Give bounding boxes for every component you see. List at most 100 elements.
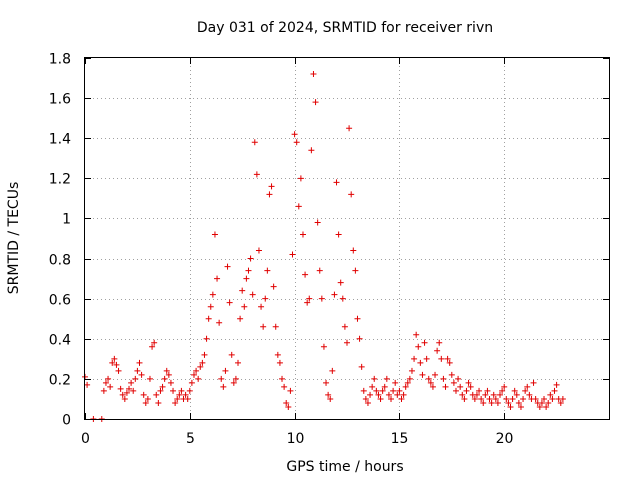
y-tick-label: 1.4 xyxy=(49,132,71,148)
data-point xyxy=(230,379,237,386)
data-point xyxy=(218,375,225,382)
data-point xyxy=(253,171,260,178)
data-point xyxy=(348,191,355,198)
data-point xyxy=(448,371,455,378)
data-point xyxy=(109,359,116,366)
data-point xyxy=(398,395,405,402)
data-point xyxy=(167,379,174,386)
data-point xyxy=(289,251,296,258)
data-point xyxy=(136,359,143,366)
data-point xyxy=(134,367,141,374)
data-point xyxy=(515,399,522,406)
data-point xyxy=(157,387,164,394)
data-point xyxy=(178,387,185,394)
data-point xyxy=(279,375,286,382)
data-point xyxy=(524,383,531,390)
data-point xyxy=(297,175,304,182)
data-point xyxy=(367,391,374,398)
data-point xyxy=(425,375,432,382)
data-point xyxy=(553,381,560,388)
data-point xyxy=(276,359,283,366)
data-point xyxy=(138,371,145,378)
data-point xyxy=(543,403,550,410)
data-point xyxy=(406,375,413,382)
data-point xyxy=(455,375,462,382)
data-point xyxy=(195,375,202,382)
data-point xyxy=(306,295,313,302)
data-point xyxy=(316,267,323,274)
data-point xyxy=(203,335,210,342)
data-point xyxy=(132,375,139,382)
data-point xyxy=(390,387,397,394)
data-point xyxy=(310,71,317,78)
data-point xyxy=(421,339,428,346)
data-point xyxy=(274,351,281,358)
data-point xyxy=(461,395,468,402)
grid-layer xyxy=(85,58,609,419)
data-point xyxy=(402,383,409,390)
data-point xyxy=(146,375,153,382)
data-point xyxy=(245,267,252,274)
data-point xyxy=(513,391,520,398)
data-point xyxy=(235,359,242,366)
data-point xyxy=(84,381,91,388)
data-point xyxy=(299,231,306,238)
data-point xyxy=(388,395,395,402)
data-point xyxy=(255,247,262,254)
chart-title: Day 031 of 2024, SRMTID for receiver riv… xyxy=(197,20,493,36)
data-point xyxy=(249,291,256,298)
data-point xyxy=(239,287,246,294)
data-point xyxy=(536,403,543,410)
data-point xyxy=(291,131,298,138)
data-point xyxy=(373,387,380,394)
data-point xyxy=(362,395,369,402)
data-point xyxy=(452,387,459,394)
data-point xyxy=(360,387,367,394)
data-point xyxy=(457,383,464,390)
data-point xyxy=(383,375,390,382)
data-point xyxy=(320,343,327,350)
data-point xyxy=(482,391,489,398)
data-point xyxy=(283,399,290,406)
data-point xyxy=(126,385,133,392)
data-point xyxy=(193,367,200,374)
data-point xyxy=(341,323,348,330)
data-point xyxy=(377,395,384,402)
y-tick-label: 1 xyxy=(62,212,71,228)
data-point xyxy=(394,391,401,398)
data-point xyxy=(369,383,376,390)
data-point xyxy=(119,391,126,398)
data-point xyxy=(188,379,195,386)
data-point xyxy=(302,271,309,278)
data-point xyxy=(436,339,443,346)
data-points xyxy=(82,71,566,422)
data-point xyxy=(312,99,319,106)
data-point xyxy=(207,303,214,310)
x-tick-label: 5 xyxy=(186,431,195,447)
data-point xyxy=(105,375,112,382)
x-axis-label: GPS time / hours xyxy=(286,459,403,475)
data-point xyxy=(463,387,470,394)
data-point xyxy=(557,399,564,406)
data-point xyxy=(107,383,114,390)
data-point xyxy=(272,323,279,330)
data-point xyxy=(128,379,135,386)
data-point xyxy=(201,351,208,358)
data-point xyxy=(266,191,273,198)
data-point xyxy=(545,399,552,406)
data-point xyxy=(400,391,407,398)
data-point xyxy=(346,125,353,132)
data-point xyxy=(423,355,430,362)
data-point xyxy=(123,389,130,396)
data-point xyxy=(199,359,206,366)
data-point xyxy=(404,379,411,386)
data-point xyxy=(153,391,160,398)
data-point xyxy=(174,395,181,402)
data-point xyxy=(329,367,336,374)
data-point xyxy=(459,391,466,398)
data-point xyxy=(237,315,244,322)
data-point xyxy=(121,395,128,402)
data-point xyxy=(314,219,321,226)
data-point xyxy=(385,391,392,398)
